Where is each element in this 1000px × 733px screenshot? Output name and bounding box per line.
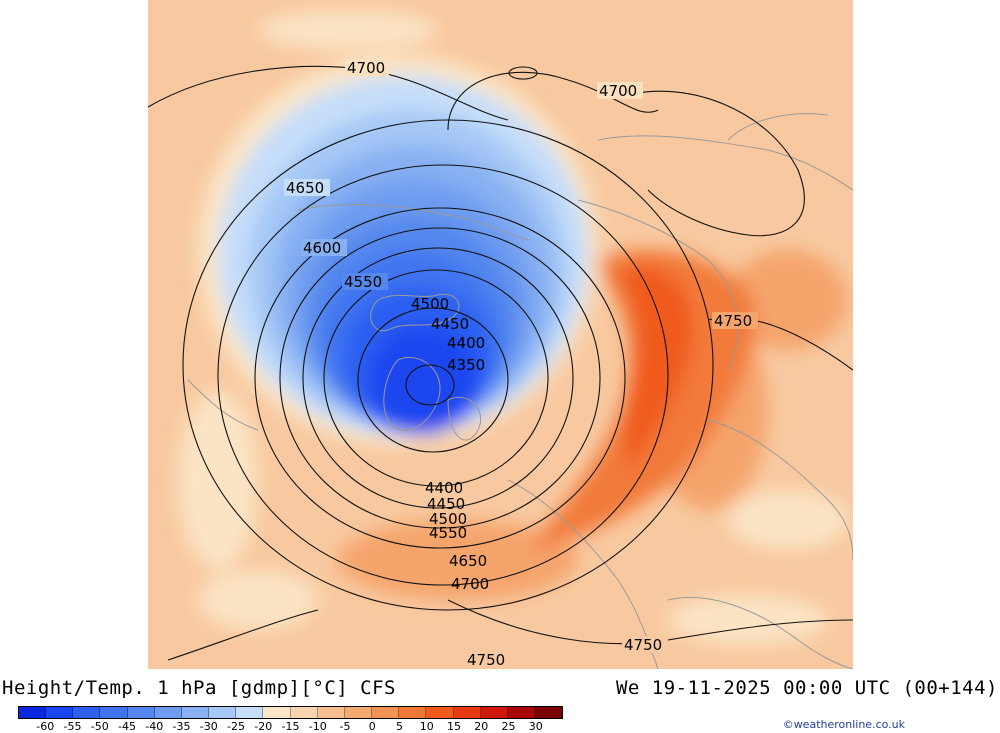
colorbar-tick-label: 0 <box>368 720 376 733</box>
colorbar-tick-label: 10 <box>419 720 434 733</box>
colorbar-swatch <box>344 707 373 718</box>
contour-label-4400: 4400 <box>447 334 485 352</box>
colorbar-tick-label: 15 <box>447 720 461 733</box>
contour-label-4700-c: 4700 <box>451 575 489 593</box>
map-panel: 4700 4700 4650 4600 4550 4500 4450 4400 … <box>148 0 853 669</box>
contour-label-4600: 4600 <box>303 239 341 257</box>
contour-label-4650: 4650 <box>286 179 324 197</box>
colorbar-swatch <box>100 707 128 718</box>
contour-label-4700-b: 4700 <box>599 82 637 100</box>
colorbar-tick-label: 30 <box>528 720 543 733</box>
colorbar-tick-label: -40 <box>145 720 164 733</box>
colorbar-tick-label: -20 <box>254 720 273 733</box>
colorbar-swatch <box>534 707 563 718</box>
colorbar-tick-label: -5 <box>339 720 351 733</box>
colorbar-swatch <box>399 707 427 718</box>
colorbar-tick-label: -25 <box>227 720 245 733</box>
contour-label-4650-b: 4650 <box>449 552 487 570</box>
colorbar-ticks: -60 -55 -50 -45 -40 -35 -30 -25 -20 -15 -10 -5 0 5 10 1… <box>18 721 563 733</box>
colorbar-tick-label: 20 <box>474 720 489 733</box>
colorbar-swatch <box>209 707 237 718</box>
colorbar-swatch <box>507 707 535 718</box>
contour-labels: 4700 4700 4650 4600 4550 4500 4450 4400 … <box>284 59 758 669</box>
colorbar-swatch <box>154 707 182 718</box>
colorbar-swatch <box>372 707 400 718</box>
valid-time: We 19-11-2025 00:00 UTC (00+144) <box>615 677 998 699</box>
contour-label-4450-b: 4450 <box>427 495 465 513</box>
colorbar-swatch <box>480 707 508 718</box>
colorbar-swatch <box>181 707 210 718</box>
contour-label-4550-b: 4550 <box>429 524 467 542</box>
colorbar-swatch <box>290 707 318 718</box>
contour-label-4750-b: 4750 <box>624 636 662 654</box>
colorbar-swatch <box>19 707 47 718</box>
contour-label-4450: 4450 <box>431 315 469 333</box>
contour-label-4550: 4550 <box>344 273 382 291</box>
colorbar-swatch <box>453 707 481 718</box>
colorbar-swatch <box>73 707 101 718</box>
colorbar-swatch <box>317 707 345 718</box>
colorbar-swatch <box>46 707 74 718</box>
colorbar-swatch <box>127 707 155 718</box>
colorbar-tick-label: -50 <box>90 720 109 733</box>
contour-label-4500: 4500 <box>411 295 449 313</box>
map-title: Height/Temp. 1 hPa [gdmp][°C] CFS <box>2 677 396 699</box>
contour-label-4750-c: 4750 <box>467 651 505 669</box>
contour-label-4750-a: 4750 <box>714 312 752 330</box>
colorbar-swatch <box>263 707 291 718</box>
height-temperature-map: 4700 4700 4650 4600 4550 4500 4450 4400 … <box>148 0 853 669</box>
temperature-colorbar <box>18 706 563 719</box>
contour-label-4700-a: 4700 <box>347 59 385 77</box>
colorbar-tick-label: 5 <box>396 720 403 733</box>
colorbar-tick-label: 25 <box>501 720 516 733</box>
colorbar-tick-label: -55 <box>63 720 82 733</box>
colorbar-tick-label: -35 <box>172 720 191 733</box>
colorbar-tick-label: -15 <box>281 720 300 733</box>
contour-label-4500-b: 4500 <box>429 510 467 528</box>
height-contours <box>148 65 853 661</box>
contour-label-4400-b: 4400 <box>425 479 463 497</box>
contour-label-4350: 4350 <box>447 356 485 374</box>
colorbar-tick-label: -10 <box>308 720 327 733</box>
colorbar-tick-label: -30 <box>199 720 218 733</box>
colorbar-swatch <box>426 707 454 718</box>
colorbar-tick-label: -45 <box>118 720 136 733</box>
colorbar-tick-label: -60 <box>36 720 55 733</box>
credit-link[interactable]: ©weatheronline.co.uk <box>782 718 905 731</box>
colorbar-swatch <box>236 707 264 718</box>
